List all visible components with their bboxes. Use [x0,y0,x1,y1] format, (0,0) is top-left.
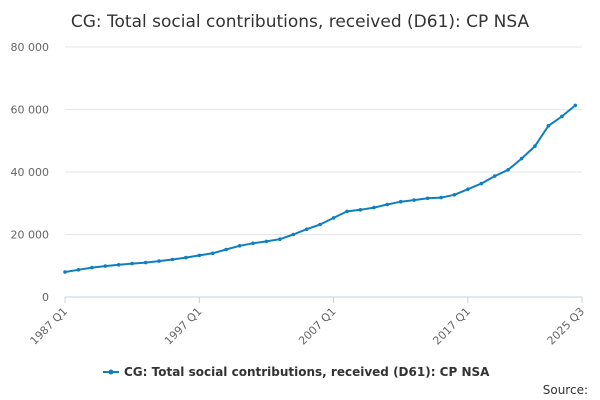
data-point [157,259,161,263]
data-point [372,205,376,210]
y-tick-label: 80 000 [11,41,50,54]
data-point [492,174,497,178]
gridlines [65,46,582,235]
data-point [318,222,322,227]
data-point [452,193,457,197]
data-point [90,265,94,270]
data-point [506,168,510,172]
data-point [466,187,470,191]
y-tick-label: 60 000 [11,104,50,117]
data-point [251,241,255,246]
data-point [264,239,269,244]
x-tick-label: 2017 Q1 [430,305,473,348]
data-point [278,237,282,241]
data-point [560,114,564,119]
series-line [64,104,576,273]
data-point [116,263,121,267]
data-point [304,227,309,231]
legend[interactable]: CG: Total social contributions, received… [103,365,490,379]
data-point [237,244,242,248]
data-point [479,181,484,186]
data-point [398,199,403,204]
data-point [224,247,228,252]
data-point [358,208,363,212]
x-tick-label: 2025 Q3 [545,305,588,348]
data-point [345,209,349,214]
chart-title: CG: Total social contributions, received… [71,12,530,32]
data-point [331,216,336,220]
y-axis-ticks: 0 20 000 40 000 60 000 80 000 [11,41,50,304]
data-point [103,264,108,268]
y-tick-label: 20 000 [11,229,50,242]
data-point [130,261,134,266]
data-point [63,270,67,274]
data-point [425,196,430,201]
data-point [412,198,416,202]
legend-dot-marker [108,369,114,375]
y-tick-label: 0 [42,291,49,304]
data-point [291,232,296,237]
data-point [76,268,81,272]
x-tick-label: 1987 Q1 [28,305,71,348]
data-point [385,202,390,207]
data-point [184,255,188,260]
source-label[interactable]: Source: [543,383,588,397]
data-point [533,144,537,148]
data-point [143,260,148,265]
x-tick-label: 1997 Q1 [162,305,205,348]
x-tick-label: 2007 Q1 [296,305,339,348]
y-tick-label: 40 000 [11,166,50,179]
data-point [519,156,524,161]
data-point [197,253,202,258]
data-point [546,124,551,128]
data-point [573,103,578,108]
data-point [170,257,175,262]
data-point [439,195,443,200]
data-point [210,251,215,256]
legend-label: CG: Total social contributions, received… [124,365,490,379]
series-layer [63,103,578,274]
x-axis: 1987 Q1 1997 Q1 2007 Q1 2017 Q1 2025 Q3 [28,296,588,348]
